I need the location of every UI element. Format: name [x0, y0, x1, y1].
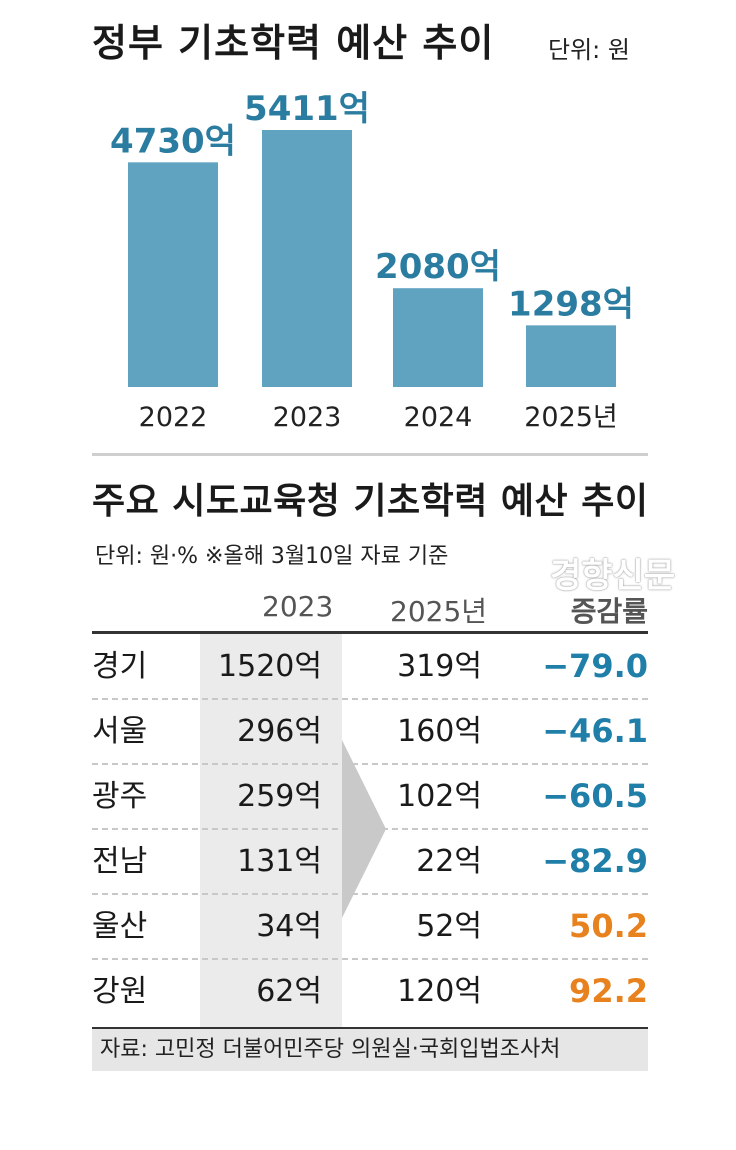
bar-value-label: 5411억 [244, 89, 370, 129]
bar-value-label: 2080억 [375, 247, 501, 287]
value-2023-cell: 62억 [256, 974, 322, 1009]
region-cell: 울산 [92, 909, 148, 944]
publisher-watermark: 경향신문 [550, 556, 676, 596]
column-header-rate: 증감률 [570, 595, 648, 628]
column-header-2023: 2023 [262, 590, 334, 623]
x-tick-label: 2025년 [524, 402, 618, 433]
value-2025-cell: 120억 [397, 974, 482, 1009]
chart-unit-label: 단위: 원 [548, 36, 630, 64]
bar-2025년 [526, 325, 616, 387]
value-2023-cell: 296억 [237, 714, 322, 749]
row-separator [92, 958, 648, 960]
value-2025-cell: 22억 [416, 844, 482, 879]
value-2023-cell: 259억 [237, 779, 322, 814]
value-2025-cell: 319억 [397, 649, 482, 684]
table-title: 주요 시도교육청 기초학력 예산 추이 [92, 481, 649, 522]
x-tick-label: 2024 [404, 402, 473, 433]
chart-title: 정부 기초학력 예산 추이 [92, 21, 495, 65]
value-2023-cell: 131억 [237, 844, 322, 879]
table-note: 단위: 원·% ※올해 3월10일 자료 기준 [95, 544, 449, 569]
region-cell: 전남 [92, 844, 148, 879]
change-rate-cell: −60.5 [542, 777, 648, 815]
region-cell: 강원 [92, 974, 148, 1009]
table-header-rule [92, 631, 648, 634]
table-footer-rule [92, 1027, 648, 1029]
value-2023-cell: 1520억 [218, 649, 322, 684]
x-tick-label: 2022 [139, 402, 208, 433]
table-row: 광주 259억 102억 −60.5 [92, 764, 648, 829]
row-separator [92, 698, 648, 700]
table-row: 강원 62억 120억 92.2 [92, 959, 648, 1024]
row-separator [92, 893, 648, 895]
row-separator [92, 828, 648, 830]
change-rate-cell: −82.9 [542, 842, 648, 880]
row-separator [92, 763, 648, 765]
value-2025-cell: 52억 [416, 909, 482, 944]
value-2023-cell: 34억 [256, 909, 322, 944]
bar-2022 [128, 162, 218, 387]
region-cell: 서울 [92, 714, 148, 749]
bar-value-label: 4730억 [110, 121, 236, 161]
column-header-2025: 2025년 [390, 595, 488, 628]
value-2025-cell: 160억 [397, 714, 482, 749]
bar-2024 [393, 288, 483, 387]
table-row: 울산 34억 52억 50.2 [92, 894, 648, 959]
region-cell: 경기 [92, 649, 148, 684]
source-note: 자료: 고민정 더불어민주당 의원실·국회입법조사처 [92, 1029, 648, 1071]
bar-2023 [262, 130, 352, 387]
bar-value-label: 1298억 [508, 284, 634, 324]
section-divider [92, 453, 648, 456]
bar-chart: 4730억 2022 5411억 2023 2080억 2024 1298억 2025년 [110, 89, 634, 433]
value-2025-cell: 102억 [397, 779, 482, 814]
change-rate-cell: −79.0 [542, 647, 648, 685]
table-row: 경기 1520억 319억 −79.0 [92, 634, 648, 699]
change-rate-cell: 50.2 [569, 907, 648, 945]
change-rate-cell: 92.2 [569, 972, 648, 1010]
region-cell: 광주 [92, 779, 148, 814]
x-tick-label: 2023 [273, 402, 342, 433]
change-rate-cell: −46.1 [542, 712, 648, 750]
table-row: 전남 131억 22억 −82.9 [92, 829, 648, 894]
table-row: 서울 296억 160억 −46.1 [92, 699, 648, 764]
